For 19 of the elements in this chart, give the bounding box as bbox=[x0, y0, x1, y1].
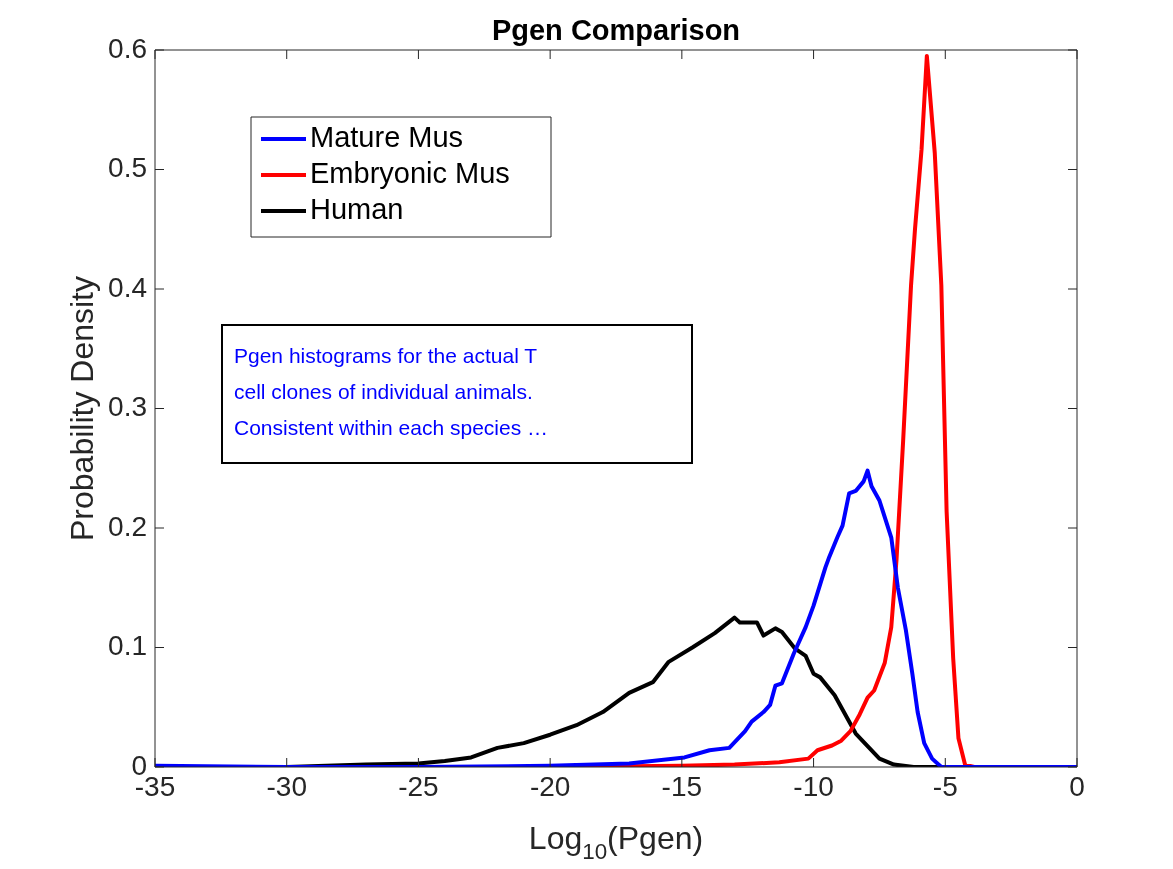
legend-label: Mature Mus bbox=[310, 121, 464, 153]
y-tick-label: 0.2 bbox=[108, 510, 147, 542]
x-tick-label: -20 bbox=[529, 770, 571, 802]
y-tick-label: 0.4 bbox=[108, 271, 147, 303]
y-tick-label: 0.3 bbox=[108, 391, 147, 423]
y-tick-label: 0.5 bbox=[108, 152, 147, 184]
x-tick-label: -10 bbox=[793, 770, 834, 802]
y-axis-title: Probability Density bbox=[64, 276, 100, 541]
chart-title: Pgen Comparison bbox=[491, 14, 741, 46]
x-tick-label: -5 bbox=[932, 770, 958, 802]
y-tick-label: 0.1 bbox=[108, 630, 147, 662]
annotation: Pgen histograms for the actual T cell clones of individual animals. Consistent within each species … bbox=[234, 343, 548, 439]
x-tick-label: -15 bbox=[661, 770, 703, 802]
legend-label: Embryonic Mus bbox=[310, 157, 510, 189]
x-tick-label: 0 bbox=[1069, 770, 1085, 802]
x-tick-label: -30 bbox=[266, 770, 307, 802]
x-tick-label: -25 bbox=[398, 770, 439, 802]
y-tick-label: 0.6 bbox=[108, 32, 147, 64]
legend-label: Human bbox=[310, 193, 404, 225]
